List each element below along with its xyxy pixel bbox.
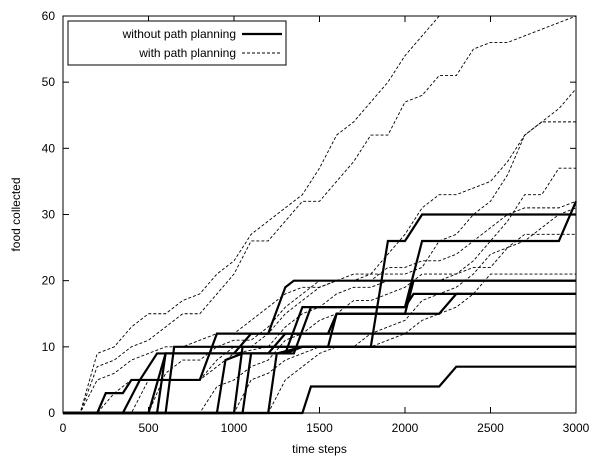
x-tick-label: 3000 xyxy=(563,421,590,435)
series-line-without-path-planning-4 xyxy=(63,279,576,415)
y-tick-label: 60 xyxy=(42,9,56,23)
y-tick-label: 10 xyxy=(42,340,56,354)
series-line-with-path-planning-14 xyxy=(63,167,576,414)
series-line-without-path-planning-6 xyxy=(63,292,576,415)
series-line-without-path-planning-5 xyxy=(63,365,576,415)
ticks-layer: 0 500 1000 1500 2000 2500 3000 0 10 20 30 40 50 60 xyxy=(42,9,590,435)
x-tick-label: 1500 xyxy=(306,421,333,435)
series-line-with-path-planning-16 xyxy=(63,207,577,414)
series-line-with-path-planning-17 xyxy=(63,233,576,414)
series-line-without-path-planning-8 xyxy=(63,213,576,415)
series-line-without-path-planning-3 xyxy=(63,292,576,415)
x-tick-label: 2500 xyxy=(477,421,504,435)
series-line-without-path-planning-0 xyxy=(63,332,576,415)
y-tick-label: 30 xyxy=(42,208,56,222)
y-axis-label: food collected xyxy=(9,177,23,251)
x-axis-label: time steps xyxy=(292,442,347,456)
series-line-with-path-planning-15 xyxy=(63,200,577,414)
series-line-without-path-planning-9 xyxy=(63,200,578,415)
y-tick-label: 0 xyxy=(48,406,55,420)
series-line-with-path-planning-11 xyxy=(63,15,577,414)
x-tick-label: 0 xyxy=(60,421,67,435)
x-tick-label: 2000 xyxy=(392,421,419,435)
legend-label-with-path-planning: with path planning xyxy=(138,46,236,60)
legend-box xyxy=(67,20,287,66)
y-tick-label: 20 xyxy=(42,274,56,288)
y-tick-label: 50 xyxy=(42,75,56,89)
series-line-with-path-planning-13 xyxy=(63,121,576,414)
legend-label-without-path-planning: without path planning xyxy=(122,27,236,41)
series-layer xyxy=(63,15,578,415)
legend: without path planning with path planning xyxy=(67,20,287,66)
series-line-with-path-planning-10 xyxy=(63,15,576,414)
x-tick-label: 500 xyxy=(138,421,158,435)
x-tick-label: 1000 xyxy=(221,421,248,435)
series-line-with-path-planning-18 xyxy=(63,273,576,414)
y-tick-label: 40 xyxy=(42,141,56,155)
